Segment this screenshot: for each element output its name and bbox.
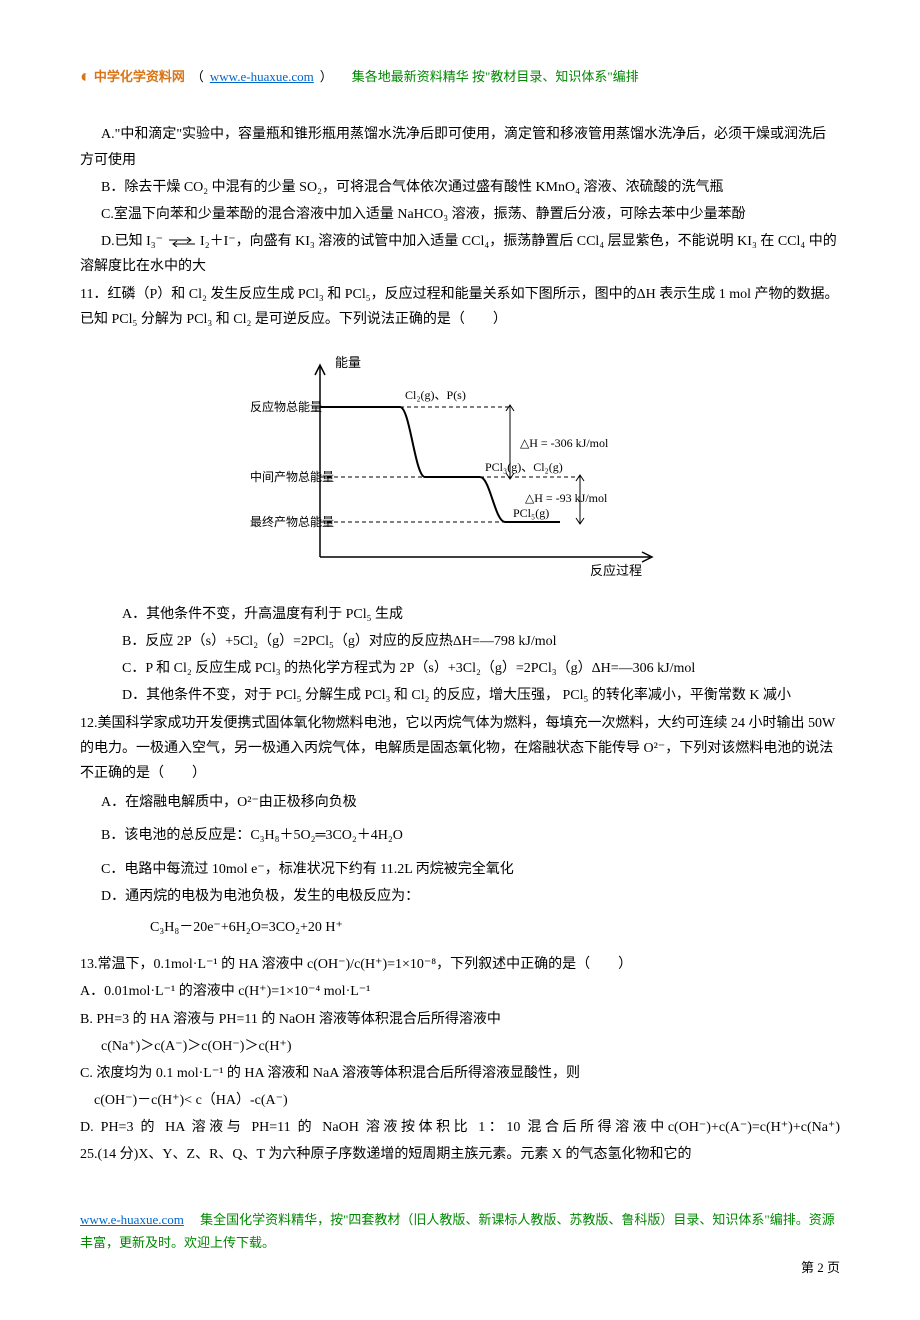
- q12-option-d: D．通丙烷的电极为电池负极，发生的电极反应为：: [80, 884, 840, 909]
- y-axis-label: 能量: [335, 355, 361, 370]
- option-c: C.室温下向苯和少量苯酚的混合溶液中加入适量 NaHCO₃ 溶液，振荡、静置后分…: [80, 202, 840, 227]
- q13-option-c: C. 浓度均为 0.1 mol·L⁻¹ 的 HA 溶液和 NaA 溶液等体积混合…: [80, 1061, 840, 1086]
- q12-option-d-equation: C₃H₈－20e⁻+6H₂O=3CO₂+20 H⁺: [80, 915, 840, 940]
- q13-option-c-line2: c(OH⁻)－c(H⁺)< c（HA）-c(A⁻): [80, 1088, 840, 1113]
- question-25: 25.(14 分)X、Y、Z、R、Q、T 为六种原子序数递增的短周期主族元素。元…: [80, 1142, 840, 1167]
- x-axis-label: 反应过程: [590, 563, 642, 578]
- header-desc: 集各地最新资料精华 按"教材目录、知识体系"编排: [339, 65, 639, 88]
- site-logo: ◐ 中学化学资料网: [80, 60, 185, 92]
- q13-option-a: A．0.01mol·L⁻¹ 的溶液中 c(H⁺)=1×10⁻⁴ mol·L⁻¹: [80, 979, 840, 1004]
- footer-text: 集全国化学资料精华，按"四套教材（旧人教版、新课标人教版、苏教版、鲁科版）目录、…: [80, 1212, 835, 1250]
- delta-h-1: △H = -306 kJ/mol: [520, 436, 609, 450]
- q13-option-b-line2: c(Na⁺)＞c(A⁻)＞c(OH⁻)＞c(H⁺): [80, 1034, 840, 1059]
- option-b: B．除去干燥 CO₂ 中混有的少量 SO₂，可将混合气体依次通过盛有酸性 KMn…: [80, 175, 840, 200]
- energy-diagram: 能量 反应过程 Cl₂(g)、P(s) 反应物总能量 PCl₃(g)、Cl₂(g…: [80, 347, 840, 587]
- link-prefix: （: [191, 65, 204, 88]
- question-12: 12.美国科学家成功开发便携式固体氧化物燃料电池，它以丙烷气体为燃料，每填充一次…: [80, 711, 840, 787]
- q11-option-d: D．其他条件不变，对于 PCl₅ 分解生成 PCl₃ 和 Cl₂ 的反应，增大压…: [80, 683, 840, 708]
- q12-option-b: B．该电池的总反应是：C₃H₈＋5O₂═3CO₂＋4H₂O: [80, 823, 840, 848]
- species-1: Cl₂(g)、P(s): [405, 388, 466, 402]
- question-11: 11．红磷（P）和 Cl₂ 发生反应生成 PCl₃ 和 PCl₅，反应过程和能量…: [80, 282, 840, 332]
- q13-option-b: B. PH=3 的 HA 溶液与 PH=11 的 NaOH 溶液等体积混合后所得…: [80, 1007, 840, 1032]
- q11-option-a: A．其他条件不变，升高温度有利于 PCl₅ 生成: [80, 602, 840, 627]
- document-body: A."中和滴定"实验中，容量瓶和锥形瓶用蒸馏水洗净后即可使用，滴定管和移液管用蒸…: [80, 122, 840, 1167]
- q12-option-c: C．电路中每流过 10mol e⁻，标准状况下约有 11.2L 丙烷被完全氧化: [80, 857, 840, 882]
- level-3-label: 最终产物总能量: [250, 514, 334, 529]
- option-d-part1: D.已知 I₃⁻: [101, 234, 163, 249]
- option-d: D.已知 I₃⁻ I₂＋I⁻，向盛有 KI₃ 溶液的试管中加入适量 CCl₄，振…: [80, 229, 840, 279]
- level-1-label: 反应物总能量: [250, 399, 322, 414]
- option-a: A."中和滴定"实验中，容量瓶和锥形瓶用蒸馏水洗净后即可使用，滴定管和移液管用蒸…: [80, 122, 840, 172]
- level-2-label: 中间产物总能量: [250, 469, 334, 484]
- q11-option-b: B．反应 2P（s）+5Cl₂（g）=2PCl₅（g）对应的反应热ΔH=—798…: [80, 629, 840, 654]
- page-number: 第 2 页: [80, 1256, 840, 1279]
- logo-icon: ◐: [80, 60, 91, 92]
- q11-option-c: C．P 和 Cl₂ 反应生成 PCl₃ 的热化学方程式为 2P（s）+3Cl₂（…: [80, 656, 840, 681]
- logo-text: 中学化学资料网: [94, 65, 185, 88]
- species-2: PCl₃(g)、Cl₂(g): [485, 460, 563, 474]
- equilibrium-icon: [167, 237, 197, 247]
- site-link[interactable]: www.e-huaxue.com: [210, 65, 314, 88]
- footer-link[interactable]: www.e-huaxue.com: [80, 1212, 184, 1227]
- species-3: PCl₅(g): [513, 506, 549, 520]
- q13-option-d: D. PH=3 的 HA 溶液与 PH=11 的 NaOH 溶液按体积比 1：1…: [80, 1115, 840, 1140]
- link-suffix: ）: [320, 65, 333, 88]
- delta-h-2: △H = -93 kJ/mol: [525, 491, 608, 505]
- page-header: ◐ 中学化学资料网 （ www.e-huaxue.com ） 集各地最新资料精华…: [80, 60, 840, 92]
- q12-option-a: A．在熔融电解质中，O²⁻由正极移向负极: [80, 790, 840, 815]
- question-13: 13.常温下，0.1mol·L⁻¹ 的 HA 溶液中 c(OH⁻)/c(H⁺)=…: [80, 952, 840, 977]
- page-footer: www.e-huaxue.com 集全国化学资料精华，按"四套教材（旧人教版、新…: [80, 1208, 840, 1280]
